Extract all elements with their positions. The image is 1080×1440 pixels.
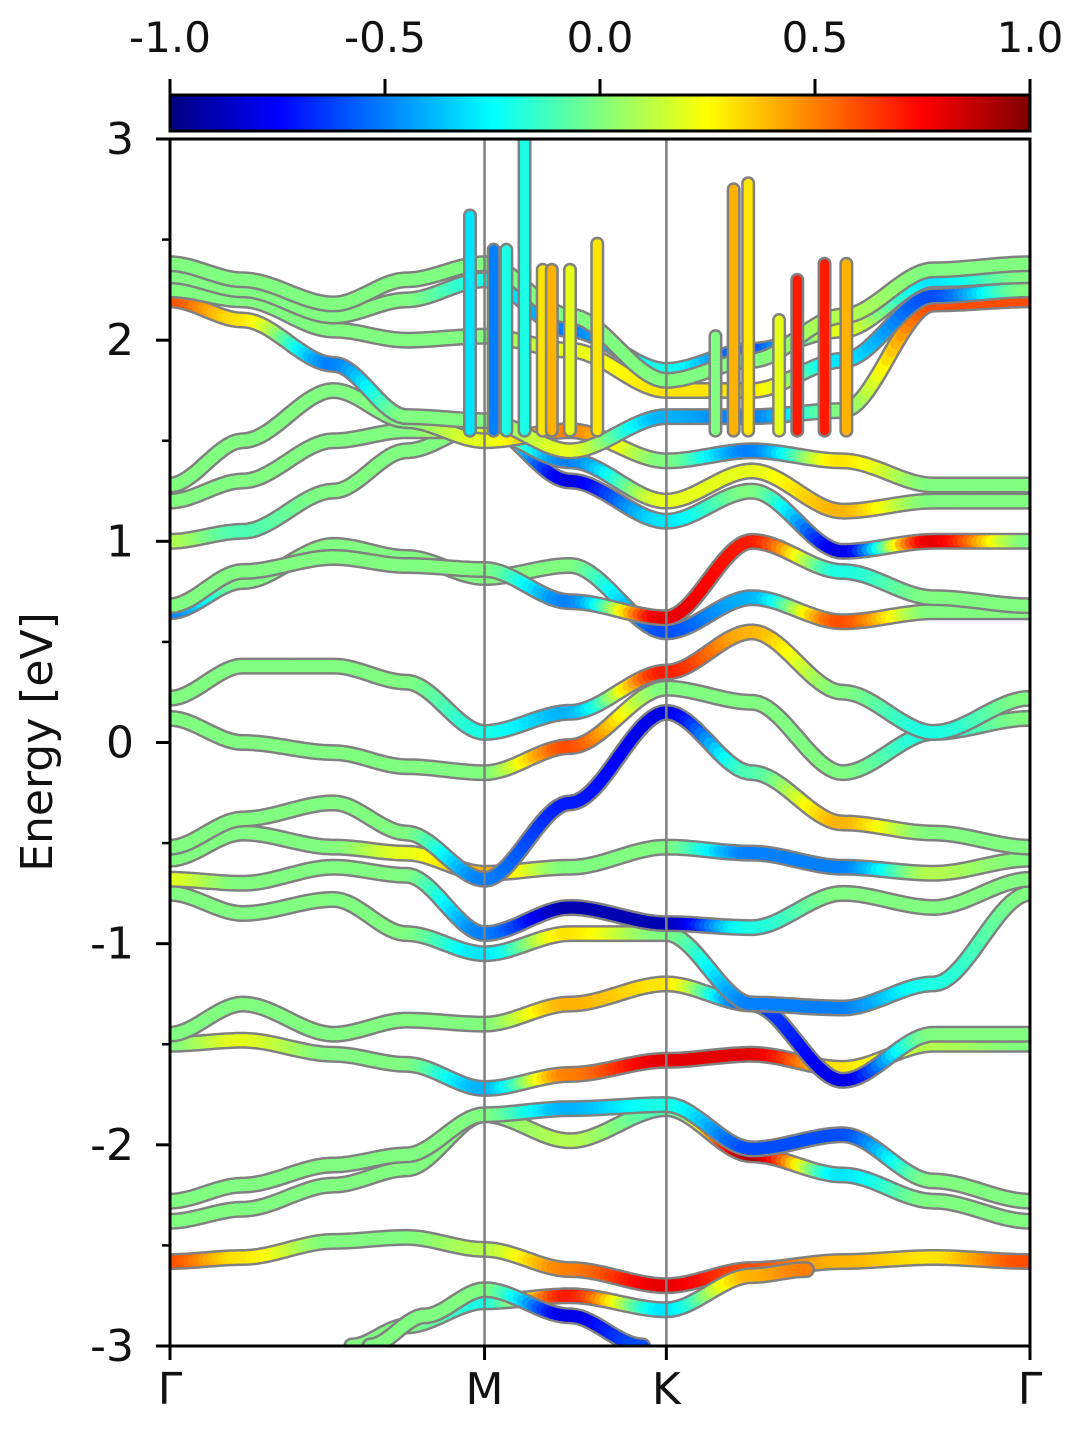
band-7: [170, 858, 1030, 943]
symmetry-lines: [483, 139, 668, 1346]
colorbar-ticks: -1.0 -0.5 0.0 0.5 1.0: [129, 13, 1063, 95]
band-22: [361, 1281, 652, 1346]
y-tick-label: 3: [106, 114, 134, 165]
y-tick-label: -2: [90, 1120, 134, 1171]
band-10: [170, 679, 1030, 782]
colorbar-tick-label: -1.0: [129, 13, 211, 62]
band-16: [170, 382, 1030, 494]
colorbar-tick-label: 0.5: [782, 13, 849, 62]
colorbar-tick-label: 1.0: [997, 13, 1064, 62]
band-13: [170, 532, 1030, 627]
colorbar-gradient: [168, 93, 1032, 133]
band-3: [170, 1096, 1030, 1210]
colorbar: -1.0 -0.5 0.0 0.5 1.0: [129, 13, 1063, 133]
colorbar-tick-label: -0.5: [344, 13, 426, 62]
x-tick-label: Γ: [1018, 1364, 1043, 1415]
colorbar-tick-label: 0.0: [567, 13, 634, 62]
x-tick-label: K: [652, 1364, 682, 1415]
band-11: [170, 623, 1030, 741]
bands-layer: [170, 139, 1030, 1346]
y-tick-label: 0: [106, 718, 134, 769]
band-9: [170, 703, 1030, 888]
y-tick-label: -1: [90, 919, 134, 970]
band-1: [170, 1228, 1030, 1295]
y-tick-label: 2: [106, 315, 134, 366]
band-5: [170, 975, 1030, 1089]
y-axis: 3 2 1 0 -1 -2 -3: [90, 114, 170, 1372]
x-tick-label: Γ: [158, 1364, 183, 1415]
y-tick-label: 1: [106, 516, 134, 567]
x-tick-label: M: [466, 1364, 504, 1415]
y-tick-label: -3: [90, 1321, 134, 1372]
y-axis-label: Energy [eV]: [12, 612, 63, 872]
